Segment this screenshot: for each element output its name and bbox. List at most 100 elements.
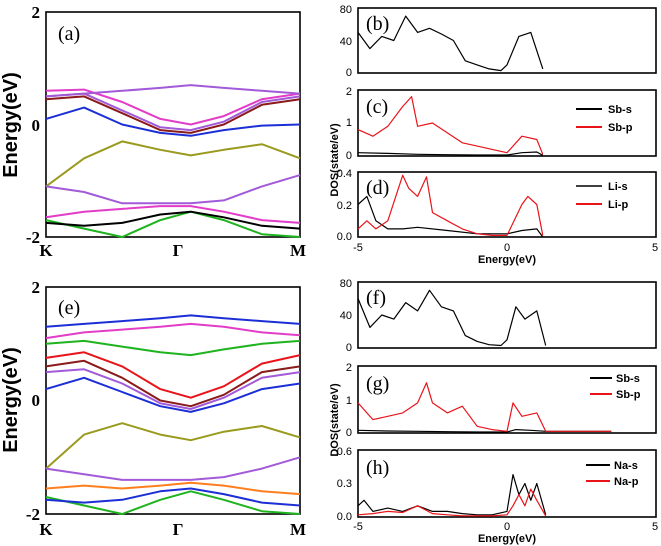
panel-a-series <box>45 84 301 238</box>
panel-d-tag: (d) <box>366 177 389 199</box>
panel-c-series <box>357 95 544 156</box>
panel-f-series <box>357 289 547 347</box>
panel-f-ytick-top: 80 <box>340 278 352 290</box>
panel-e-band-7-line <box>45 376 301 413</box>
panel-a-band-structure: (a) 2 0 -2 K Γ M Energy(eV) <box>0 3 306 260</box>
panel-f-tag: (f) <box>366 287 386 309</box>
panel-g-ytick-mid: 1 <box>346 395 352 407</box>
panel-h-tag: (h) <box>366 457 389 479</box>
panel-c-frame <box>357 89 657 157</box>
panel-g-series <box>357 382 612 433</box>
panel-c-ytick-mid: 1 <box>346 117 352 129</box>
panel-b-frame <box>357 7 657 74</box>
panel-e-ylabel: Energy(eV) <box>0 347 22 453</box>
panel-d-xtick-right: 5 <box>652 242 658 254</box>
panel-h-xtick-right: 5 <box>652 521 658 533</box>
panel-a-tag: (a) <box>58 23 80 45</box>
panel-a-xtick-gamma: Γ <box>173 241 184 260</box>
panel-a-band-7-line <box>45 205 301 224</box>
panel-e-tag: (e) <box>58 297 80 319</box>
panel-a-band-10-line <box>45 84 301 98</box>
panel-d-li-pdos: (d) 0.4 0.2 0.0 -5 0 5 Energy(eV) Li-s L… <box>337 168 658 266</box>
legend-label-na-s: Na-s <box>614 460 638 472</box>
panel-d-xtick-left: -5 <box>353 242 363 254</box>
panel-b-ytick-top: 80 <box>340 4 352 16</box>
dos-ylabel-bottom: DOS(state/eV) <box>329 383 341 457</box>
panel-d-li-p-line <box>357 174 544 236</box>
panel-f-frame <box>357 281 657 349</box>
panel-c-ytick-bottom: 0 <box>346 150 352 162</box>
panel-d-ytick-mid: 0.2 <box>337 200 352 212</box>
panel-e-ytick-top: 2 <box>32 278 41 297</box>
panel-e-band-2-line <box>45 322 301 340</box>
panel-h-frame <box>357 449 657 518</box>
panel-h-na-s-line <box>357 474 547 516</box>
panel-a-band-3-line <box>45 95 301 134</box>
panel-e-band-5-line <box>45 359 301 408</box>
panel-e-xtick-gamma: Γ <box>173 520 184 539</box>
panel-e-xtick-k: K <box>39 520 53 539</box>
panel-g-ytick-top: 2 <box>346 362 352 374</box>
panel-h-legend: Na-s Na-p <box>586 460 639 488</box>
panel-e-band-11-line <box>45 490 301 515</box>
panel-g-tag: (g) <box>366 373 389 395</box>
panel-a-xtick-k: K <box>39 241 53 260</box>
panel-e-band-8-line <box>45 422 301 470</box>
panel-h-xtick-mid: 0 <box>504 521 510 533</box>
panel-e-band-12-line <box>45 487 301 507</box>
panel-d-xtick-mid: 0 <box>504 242 510 254</box>
panel-b-series <box>357 15 544 72</box>
legend-label-na-p: Na-p <box>614 476 639 488</box>
panel-f-ytick-mid: 40 <box>340 310 352 322</box>
panel-e-band-4-line <box>45 351 301 399</box>
panel-d-legend: Li-s Li-p <box>576 181 628 211</box>
panel-h-ytick-bottom: 0.0 <box>337 511 352 523</box>
legend-label-sb-p: Sb-p <box>608 122 633 134</box>
panel-a-xtick-m: M <box>290 241 306 260</box>
panel-c-sb-pdos: (c) 2 1 0 Sb-s Sb-p <box>346 86 657 162</box>
panel-d-ytick-bottom: 0.0 <box>337 231 352 243</box>
panel-a-ytick-top: 2 <box>32 3 41 22</box>
panel-h-ytick-mid: 0.3 <box>337 478 352 490</box>
panel-h-na-p-line <box>357 488 547 517</box>
legend-label-sb-s: Sb-s <box>608 104 632 116</box>
panel-g-sb-p-line <box>357 382 612 432</box>
panel-e-xtick-m: M <box>290 520 306 539</box>
panel-e-band-6-line <box>45 368 301 410</box>
panel-g-ytick-bottom: 0 <box>346 427 352 439</box>
panel-c-tag: (c) <box>366 96 388 118</box>
panel-e-band-10-line <box>45 481 301 496</box>
panel-b-total-line <box>357 15 544 72</box>
panel-g-frame <box>357 365 657 434</box>
panel-d-series <box>357 174 544 238</box>
panel-a-band-8-line <box>45 210 301 238</box>
panel-a-band-5-line <box>45 140 301 188</box>
panel-e-ytick-bottom: -2 <box>26 505 40 524</box>
panel-c-sb-s-line <box>357 151 544 156</box>
panel-d-ytick-top: 0.4 <box>337 168 352 180</box>
panel-e-frame <box>45 286 301 515</box>
panel-a-band-1-line <box>45 88 301 126</box>
panel-b-tag: (b) <box>366 13 389 35</box>
panel-h-na-pdos: (h) 0.6 0.3 0.0 -5 0 5 Energy(eV) Na-s N… <box>337 446 658 545</box>
dos-ylabel-top: DOS(state/eV) <box>329 123 341 197</box>
panel-a-ylabel: Energy(eV) <box>0 72 22 178</box>
panel-a-ytick-mid: 0 <box>32 116 41 135</box>
panel-e-band-structure: (e) 2 0 -2 K Γ M Energy(eV) <box>0 278 306 539</box>
panel-e-band-1-line <box>45 314 301 328</box>
panel-h-xtick-left: -5 <box>353 521 363 533</box>
panel-b-total-dos: (b) 80 40 0 <box>340 4 657 79</box>
legend-label-li-p: Li-p <box>608 199 628 211</box>
panel-g-sb-s-line <box>357 429 612 433</box>
panel-h-xlabel: Energy(eV) <box>478 533 536 545</box>
panel-c-ytick-top: 2 <box>346 86 352 98</box>
panel-a-band-2-line <box>45 92 301 132</box>
panel-a-band-9-line <box>45 210 301 230</box>
panel-a-band-6-line <box>45 174 301 205</box>
panel-a-band-4-line <box>45 106 301 137</box>
panel-f-ytick-bottom: 0 <box>346 342 352 354</box>
panel-c-legend: Sb-s Sb-p <box>576 104 633 134</box>
panel-g-sb-pdos: (g) 2 1 0 Sb-s Sb-p <box>346 362 657 439</box>
panel-e-ytick-mid: 0 <box>32 391 41 410</box>
